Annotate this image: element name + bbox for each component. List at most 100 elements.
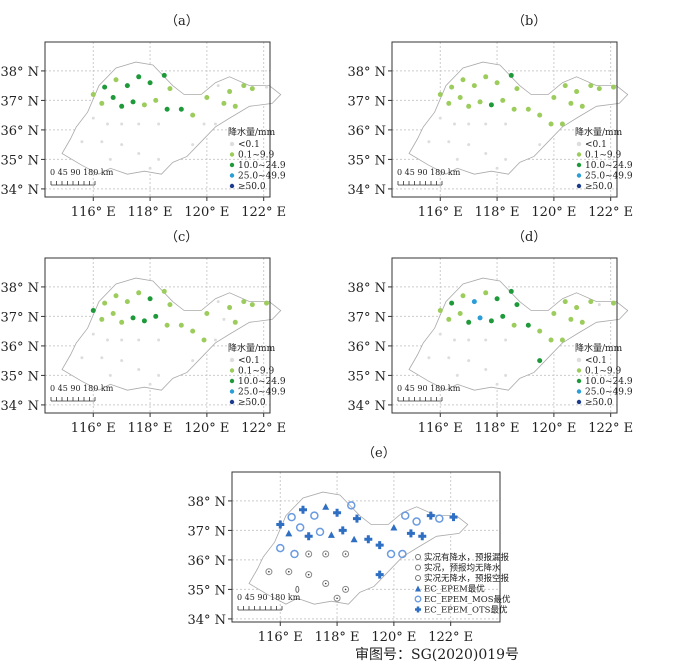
legend-item-label: EC_EPEM_OTS最优 xyxy=(424,605,508,616)
station-marker xyxy=(110,94,116,100)
no-rain-marker xyxy=(305,571,313,579)
scale-bar-label: 0 45 90 180 km xyxy=(237,593,301,602)
station-marker xyxy=(574,89,580,95)
station-marker xyxy=(596,86,602,92)
station-marker xyxy=(579,103,585,109)
no-rain-dot xyxy=(268,570,270,573)
station-marker xyxy=(191,143,195,147)
station-marker xyxy=(466,319,472,325)
station-marker xyxy=(141,102,147,108)
station-marker xyxy=(484,122,488,126)
legend-swatch xyxy=(576,152,582,157)
station-marker xyxy=(157,122,161,126)
station-marker xyxy=(190,112,196,118)
scale-bar-label: 0 45 90 180 km xyxy=(397,384,461,393)
scale-bar-line xyxy=(50,397,96,402)
legend-item-label: 0.1~9.9 xyxy=(238,151,274,161)
mos-best-marker xyxy=(290,549,299,559)
no-rain-marker xyxy=(265,568,273,576)
station-marker xyxy=(119,319,125,325)
map-panel-b: 116° E 118° E 120° E 122° E 38° N 37° N 36° N 3… xyxy=(347,41,633,220)
station-marker xyxy=(227,305,233,311)
station-marker xyxy=(597,303,601,307)
station-marker xyxy=(446,316,452,322)
legend-swatch xyxy=(229,389,235,394)
legend: 降水量/mm <0.10.1~9.910.0~24.925.0~49.9≥50.0 xyxy=(228,126,286,192)
legend-item-label: 10.0~24.9 xyxy=(585,161,633,171)
ots-best-marker xyxy=(276,520,285,529)
station-marker xyxy=(157,373,161,377)
station-marker xyxy=(90,308,96,314)
legend-item-label: 0.1~9.9 xyxy=(585,367,621,377)
x-tick-label: 120° E xyxy=(371,630,416,645)
legend-swatch xyxy=(229,141,235,147)
legend-swatch xyxy=(576,173,582,178)
station-marker xyxy=(100,140,104,144)
y-tick-label: 36° N xyxy=(0,340,39,355)
map-panel-c: 116° E 118° E 120° E 122° E 38° N 37° N 36° N 3… xyxy=(0,257,286,436)
legend-swatch xyxy=(415,585,421,592)
shandong-outline xyxy=(61,61,282,175)
x-tick-label: 116° E xyxy=(258,630,303,645)
station-marker xyxy=(141,318,147,324)
legend-title: 降水量/mm xyxy=(228,126,276,138)
no-rain-dot xyxy=(344,553,347,555)
station-marker xyxy=(495,382,499,386)
station-marker xyxy=(437,308,443,314)
panel-label-d: （d） xyxy=(512,230,547,245)
no-rain-marker xyxy=(322,580,330,588)
station-marker xyxy=(427,356,431,360)
epem-best-marker xyxy=(390,523,398,531)
x-tick-label: 120° E xyxy=(184,205,229,220)
y-tick-label: 34° N xyxy=(0,183,39,198)
station-marker xyxy=(164,106,170,112)
legend-item-label: 10.0~24.9 xyxy=(238,377,286,387)
mos-best-marker xyxy=(386,549,396,559)
station-marker xyxy=(113,293,119,299)
y-tick-label: 36° N xyxy=(0,124,39,139)
legend-item-label: 10.0~24.9 xyxy=(238,161,286,171)
station-marker xyxy=(562,299,568,305)
x-tick-label: 120° E xyxy=(184,421,229,436)
station-marker xyxy=(102,84,108,90)
ots-best-marker xyxy=(375,570,384,579)
map-frame xyxy=(44,257,271,414)
no-rain-marker xyxy=(285,568,293,576)
epem-best-marker xyxy=(327,531,335,538)
missed-marker xyxy=(295,585,300,593)
legend-item-label: <0.1 xyxy=(585,140,607,150)
legend-item-label: 0.1~9.9 xyxy=(585,151,621,161)
station-marker xyxy=(551,310,557,316)
y-tick-label: 38° N xyxy=(347,65,386,80)
station-marker xyxy=(120,359,124,363)
scale-bar: 0 45 90 180 km xyxy=(397,168,461,186)
map-panel-e: 116° E 118° E 120° E 122° E 38° N 37° N 36° N 3… xyxy=(187,471,511,645)
y-tick-label: 38° N xyxy=(187,495,226,510)
station-marker xyxy=(178,322,184,328)
legend-title: 降水量/mm xyxy=(228,342,276,354)
legend-item-label: 25.0~49.9 xyxy=(585,388,633,398)
station-marker xyxy=(559,337,565,343)
y-tick-label: 35° N xyxy=(347,153,386,168)
station-marker xyxy=(467,143,471,147)
map-approval-number: 审图号：SG(2020)019号 xyxy=(355,647,520,663)
no-rain-dot xyxy=(336,597,338,600)
station-marker xyxy=(504,157,508,161)
y-tick-label: 35° N xyxy=(347,369,386,384)
station-marker xyxy=(449,84,455,90)
station-marker xyxy=(471,299,477,305)
station-marker xyxy=(264,300,270,306)
legend-item-label: 25.0~49.9 xyxy=(238,388,286,398)
station-marker xyxy=(137,338,141,342)
x-tick-label: 122° E xyxy=(428,630,473,645)
station-marker xyxy=(167,86,173,92)
mos-best-marker xyxy=(287,512,296,522)
epem-best-marker xyxy=(350,535,358,543)
station-marker xyxy=(484,338,488,342)
station-marker xyxy=(91,332,95,336)
station-marker xyxy=(477,315,483,321)
legend: 实况有降水，预报漏报实况，预报均无降水实况无降水，预报空报EC_EPEM最优EC… xyxy=(414,552,511,616)
station-marker xyxy=(137,122,141,126)
map-panel-d: 116° E 118° E 120° E 122° E 38° N 37° N 36° N 3… xyxy=(347,257,633,436)
station-marker xyxy=(124,83,130,89)
